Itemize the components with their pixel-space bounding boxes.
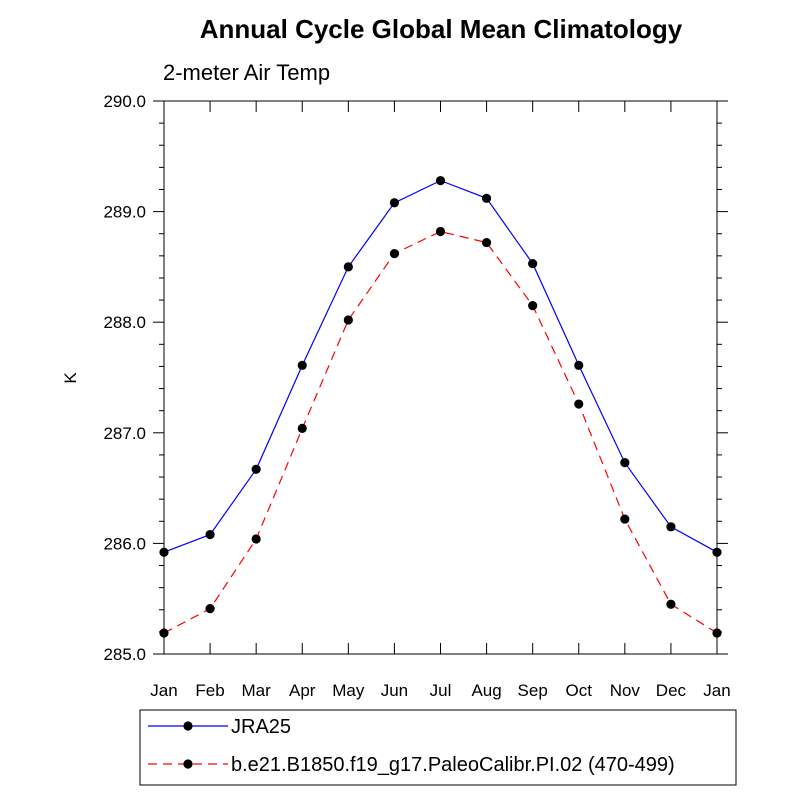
x-tick-label: Dec [656, 681, 687, 700]
data-point-series-0 [620, 458, 630, 468]
x-tick-label: Sep [518, 681, 548, 700]
data-point-series-0 [297, 360, 307, 370]
y-tick-label: 288.0 [103, 313, 146, 332]
legend-box [139, 709, 737, 786]
data-point-series-1 [343, 315, 353, 325]
plot-frame [163, 100, 718, 655]
x-tick-labels: Jan Feb Mar Apr May Jun Jul Aug Sep Oct Nov Dec Jan [150, 681, 730, 700]
data-point-series-1 [251, 534, 261, 544]
x-tick-label: Feb [195, 681, 224, 700]
legend-label-jra25: JRA25 [231, 716, 291, 738]
data-point-series-0 [435, 176, 446, 186]
data-point-series-0 [205, 529, 215, 540]
x-tick-label: Mar [242, 681, 272, 700]
chart-title: Annual Cycle Global Mean Climatology [200, 14, 683, 44]
data-point-series-0 [528, 258, 538, 269]
y-axis-label: K [61, 372, 80, 384]
axis-ticks [153, 100, 728, 655]
x-tick-label: Nov [610, 681, 641, 700]
chart-subtitle: 2-meter Air Temp [163, 60, 330, 85]
data-point-series-1 [666, 599, 676, 609]
data-point-series-0 [389, 198, 400, 208]
x-tick-label: Oct [566, 681, 593, 700]
x-tick-label: Jan [703, 681, 730, 700]
x-tick-label: Aug [471, 681, 501, 700]
x-tick-label: Jun [381, 681, 408, 700]
data-point-series-1 [481, 237, 492, 248]
legend-marker-paleo [183, 759, 193, 769]
y-tick-labels: 285.0 286.0 287.0 288.0 289.0 290.0 [103, 92, 146, 664]
data-point-series-1 [297, 423, 307, 433]
legend-label-paleo: b.e21.B1850.f19_g17.PaleoCalibr.PI.02 (4… [231, 754, 675, 776]
x-tick-label: Apr [289, 681, 316, 700]
data-point-series-0 [574, 360, 584, 370]
y-tick-label: 286.0 [103, 534, 146, 553]
data-point-series-0 [666, 522, 676, 532]
series-line-0 [163, 179, 718, 553]
data-point-series-0 [251, 464, 261, 474]
data-point-series-1 [528, 301, 538, 311]
legend-marker-jra25 [183, 721, 193, 731]
y-tick-label: 290.0 [103, 92, 146, 111]
data-point-series-0 [343, 262, 353, 272]
x-tick-label: Jul [430, 681, 452, 700]
data-point-series-0 [481, 193, 492, 203]
data-point-series-1 [574, 399, 584, 409]
series-line-1 [163, 230, 718, 634]
data-point-series-1 [205, 604, 215, 614]
y-tick-label: 289.0 [103, 203, 146, 222]
y-tick-label: 287.0 [103, 424, 146, 443]
data-point-series-1 [389, 249, 400, 259]
x-tick-label: May [332, 681, 365, 700]
data-point-series-1 [435, 226, 446, 237]
legend: JRA25 b.e21.B1850.f19_g17.PaleoCalibr.PI… [139, 709, 737, 786]
data-point-series-1 [620, 514, 630, 524]
y-tick-label: 285.0 [103, 645, 146, 664]
plot-area [159, 176, 722, 638]
x-tick-label: Jan [150, 681, 177, 700]
